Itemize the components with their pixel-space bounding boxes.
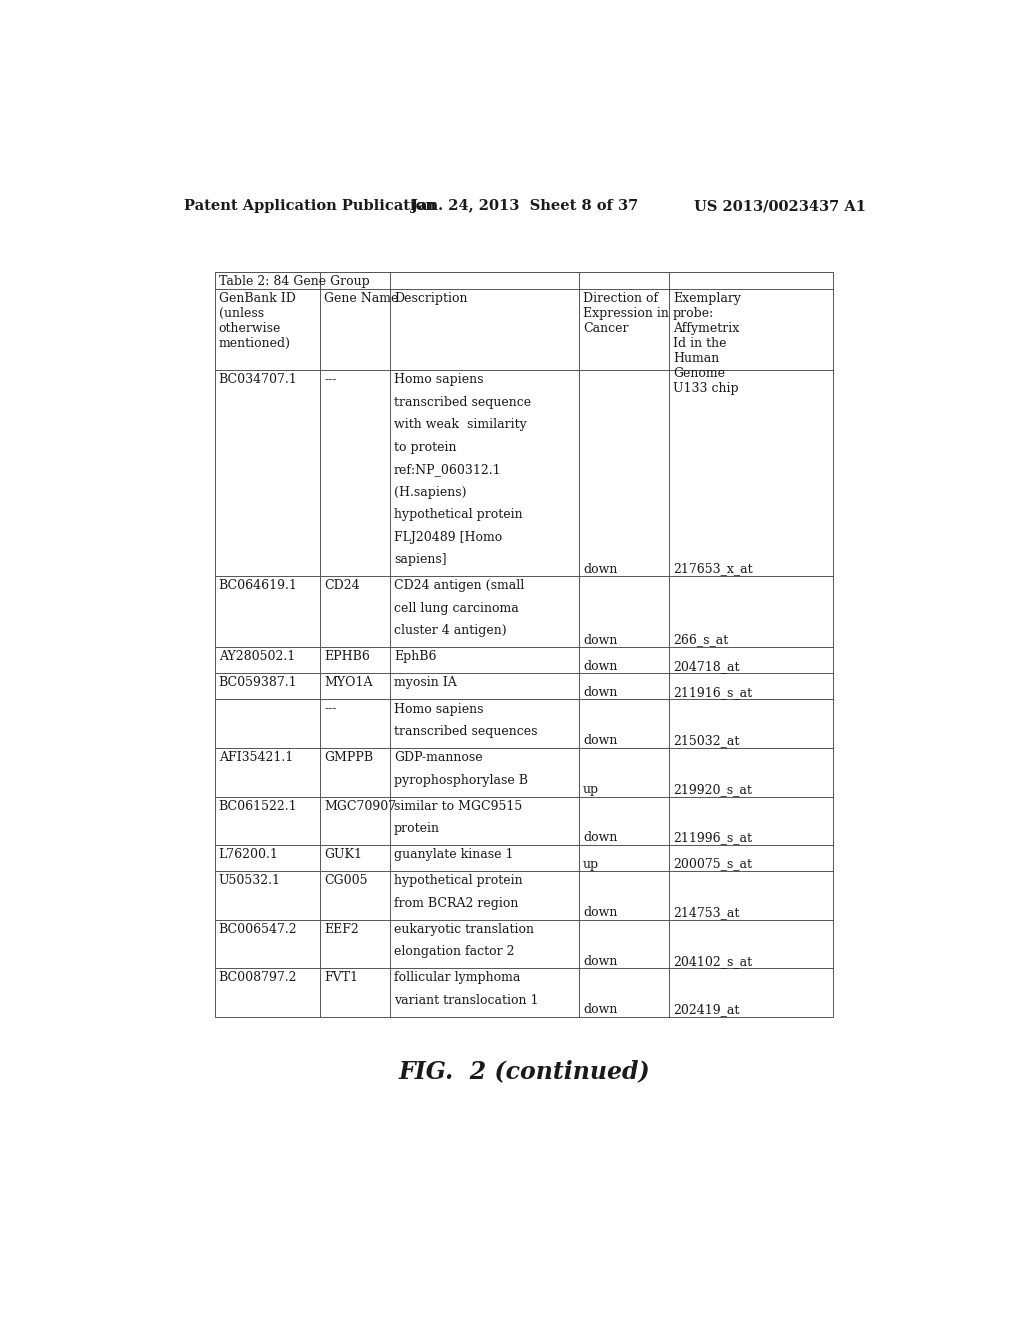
Text: Homo sapiens: Homo sapiens bbox=[394, 374, 483, 387]
Text: down: down bbox=[583, 685, 617, 698]
Text: 214753_at: 214753_at bbox=[673, 906, 739, 919]
Text: sapiens]: sapiens] bbox=[394, 553, 446, 566]
Text: ---: --- bbox=[324, 702, 337, 715]
Text: 266_s_at: 266_s_at bbox=[673, 634, 728, 647]
Text: Patent Application Publication: Patent Application Publication bbox=[183, 199, 436, 213]
Text: EEF2: EEF2 bbox=[324, 923, 358, 936]
Text: BC034707.1: BC034707.1 bbox=[219, 374, 297, 387]
Text: 202419_at: 202419_at bbox=[673, 1003, 739, 1016]
Text: 211916_s_at: 211916_s_at bbox=[673, 685, 752, 698]
Text: up: up bbox=[583, 783, 599, 796]
Text: 200075_s_at: 200075_s_at bbox=[673, 858, 752, 870]
Text: FVT1: FVT1 bbox=[324, 972, 358, 985]
Text: Gene Name: Gene Name bbox=[324, 293, 398, 305]
Text: BC064619.1: BC064619.1 bbox=[219, 579, 298, 593]
Text: down: down bbox=[583, 906, 617, 919]
Text: ---: --- bbox=[324, 374, 337, 387]
Text: hypothetical protein: hypothetical protein bbox=[394, 508, 522, 521]
Text: hypothetical protein: hypothetical protein bbox=[394, 874, 522, 887]
Text: MGC70907: MGC70907 bbox=[324, 800, 396, 813]
Text: Exemplary
probe:
Affymetrix
Id in the
Human
Genome
U133 chip: Exemplary probe: Affymetrix Id in the Hu… bbox=[673, 293, 740, 396]
Text: FLJ20489 [Homo: FLJ20489 [Homo bbox=[394, 531, 502, 544]
Text: from BCRA2 region: from BCRA2 region bbox=[394, 896, 518, 909]
Text: guanylate kinase 1: guanylate kinase 1 bbox=[394, 849, 513, 861]
Text: 204718_at: 204718_at bbox=[673, 660, 739, 673]
Text: up: up bbox=[583, 858, 599, 870]
Text: GenBank ID
(unless
otherwise
mentioned): GenBank ID (unless otherwise mentioned) bbox=[219, 293, 296, 350]
Text: similar to MGC9515: similar to MGC9515 bbox=[394, 800, 522, 813]
Text: US 2013/0023437 A1: US 2013/0023437 A1 bbox=[694, 199, 866, 213]
Text: down: down bbox=[583, 660, 617, 673]
Text: 219920_s_at: 219920_s_at bbox=[673, 783, 752, 796]
Text: with weak  similarity: with weak similarity bbox=[394, 418, 526, 432]
Text: myosin IA: myosin IA bbox=[394, 676, 457, 689]
Text: Table 2: 84 Gene Group: Table 2: 84 Gene Group bbox=[219, 276, 370, 289]
Text: 204102_s_at: 204102_s_at bbox=[673, 954, 752, 968]
Text: elongation factor 2: elongation factor 2 bbox=[394, 945, 514, 958]
Text: Direction of
Expression in
Cancer: Direction of Expression in Cancer bbox=[583, 293, 669, 335]
Text: AFI35421.1: AFI35421.1 bbox=[219, 751, 293, 764]
Text: L76200.1: L76200.1 bbox=[219, 849, 279, 861]
Text: BC061522.1: BC061522.1 bbox=[219, 800, 297, 813]
Text: pyrophosphorylase B: pyrophosphorylase B bbox=[394, 774, 527, 787]
Text: BC006547.2: BC006547.2 bbox=[219, 923, 297, 936]
Text: 215032_at: 215032_at bbox=[673, 734, 739, 747]
Text: EphB6: EphB6 bbox=[394, 651, 436, 664]
Text: down: down bbox=[583, 1003, 617, 1016]
Text: down: down bbox=[583, 832, 617, 845]
Text: 211996_s_at: 211996_s_at bbox=[673, 832, 752, 845]
Text: CD24 antigen (small: CD24 antigen (small bbox=[394, 579, 524, 593]
Text: cluster 4 antigen): cluster 4 antigen) bbox=[394, 624, 507, 638]
Text: down: down bbox=[583, 562, 617, 576]
Text: follicular lymphoma: follicular lymphoma bbox=[394, 972, 520, 985]
Text: protein: protein bbox=[394, 822, 440, 836]
Text: U50532.1: U50532.1 bbox=[219, 874, 281, 887]
Text: CG005: CG005 bbox=[324, 874, 368, 887]
Text: GDP-mannose: GDP-mannose bbox=[394, 751, 482, 764]
Text: Homo sapiens: Homo sapiens bbox=[394, 702, 483, 715]
Text: (H.sapiens): (H.sapiens) bbox=[394, 486, 466, 499]
Text: Jan. 24, 2013  Sheet 8 of 37: Jan. 24, 2013 Sheet 8 of 37 bbox=[412, 199, 638, 213]
Text: GMPPB: GMPPB bbox=[324, 751, 373, 764]
Text: AY280502.1: AY280502.1 bbox=[219, 651, 295, 664]
Text: transcribed sequences: transcribed sequences bbox=[394, 725, 538, 738]
Text: to protein: to protein bbox=[394, 441, 457, 454]
Text: Description: Description bbox=[394, 293, 467, 305]
Bar bbox=[215, 272, 834, 1016]
Text: transcribed sequence: transcribed sequence bbox=[394, 396, 531, 409]
Text: ref:NP_060312.1: ref:NP_060312.1 bbox=[394, 463, 502, 477]
Text: FIG.  2 (continued): FIG. 2 (continued) bbox=[399, 1059, 650, 1084]
Text: MYO1A: MYO1A bbox=[324, 676, 373, 689]
Text: CD24: CD24 bbox=[324, 579, 359, 593]
Text: GUK1: GUK1 bbox=[324, 849, 362, 861]
Text: BC059387.1: BC059387.1 bbox=[219, 676, 297, 689]
Text: eukaryotic translation: eukaryotic translation bbox=[394, 923, 534, 936]
Text: EPHB6: EPHB6 bbox=[324, 651, 370, 664]
Text: variant translocation 1: variant translocation 1 bbox=[394, 994, 539, 1007]
Text: cell lung carcinoma: cell lung carcinoma bbox=[394, 602, 518, 615]
Text: BC008797.2: BC008797.2 bbox=[219, 972, 297, 985]
Text: down: down bbox=[583, 634, 617, 647]
Text: down: down bbox=[583, 954, 617, 968]
Text: 217653_x_at: 217653_x_at bbox=[673, 562, 753, 576]
Text: down: down bbox=[583, 734, 617, 747]
